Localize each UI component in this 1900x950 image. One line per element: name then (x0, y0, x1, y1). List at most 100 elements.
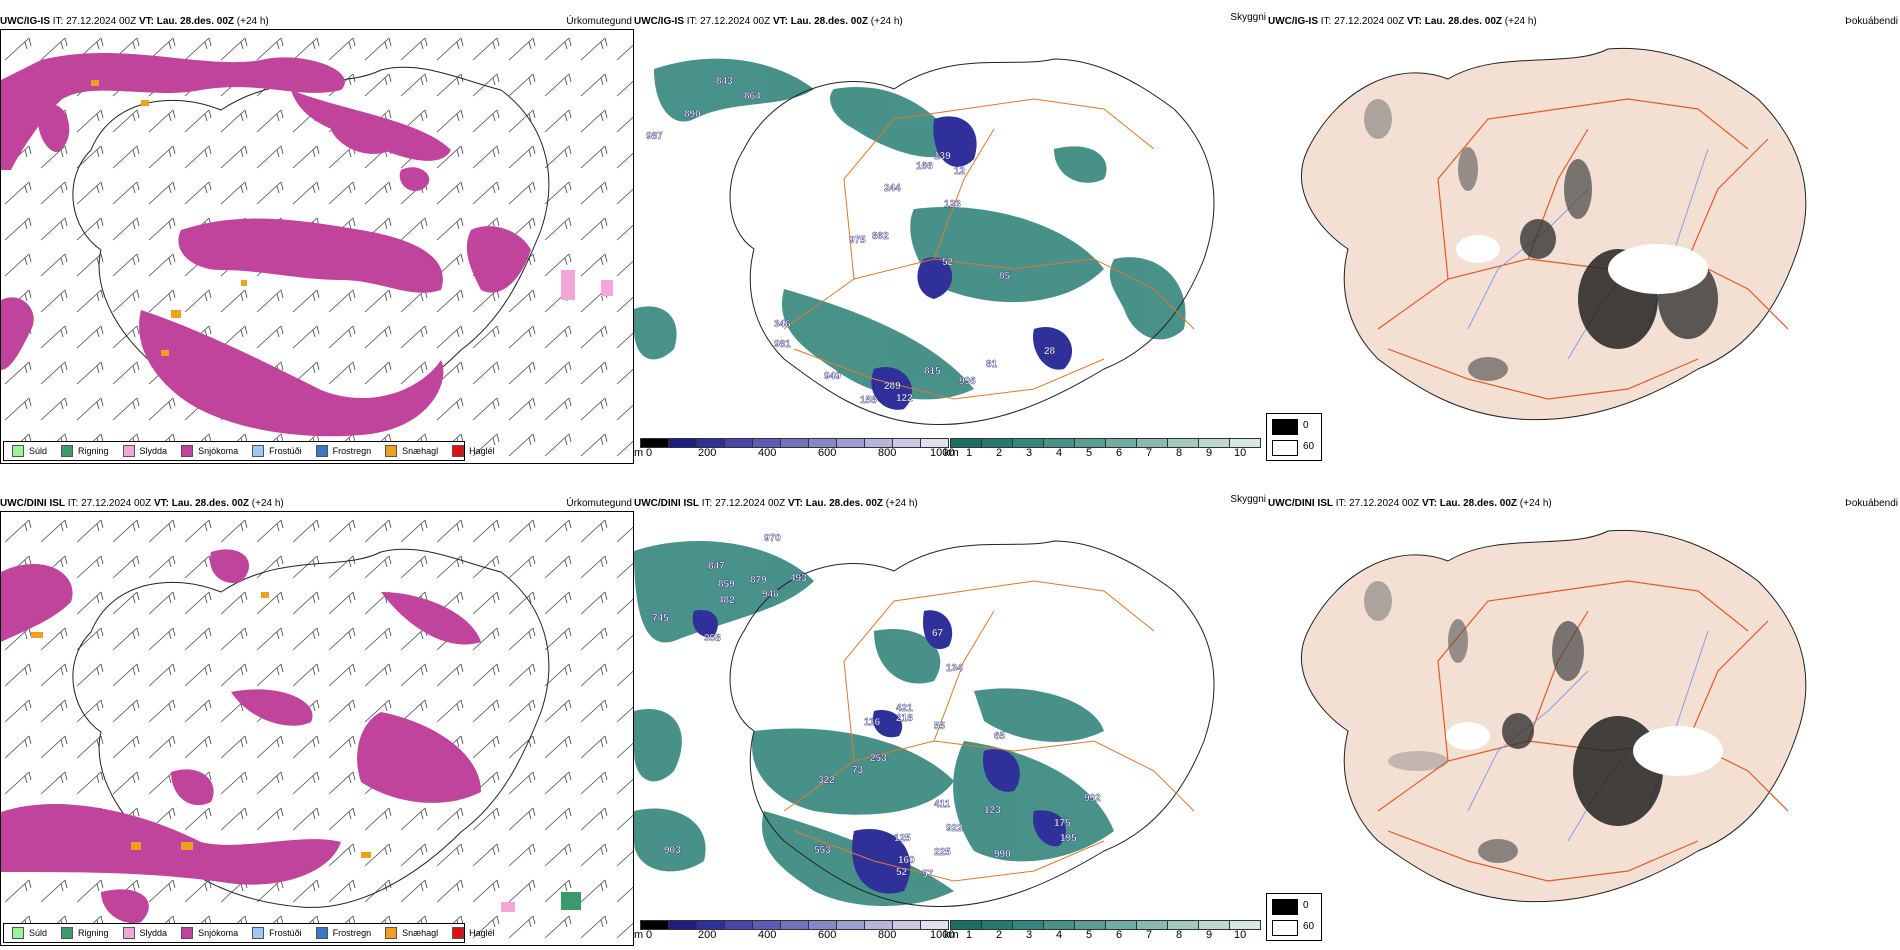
road-network (783, 580, 1195, 882)
visibility-scale: km 1 2 3 4 5 6 7 8 9 10 (944, 920, 1264, 950)
visibility-panel-row2: UWC/DINI ISL IT: 27.12.2024 00Z VT: Lau.… (634, 494, 1268, 950)
legend-label: Súld (29, 928, 48, 938)
model-name: UWC/IG-IS (1268, 16, 1318, 27)
ceiling-value-label: 553 (814, 845, 831, 856)
legend-item-freezing-rain: Frostregn (315, 927, 371, 939)
fog-map (1301, 529, 1807, 903)
scale-cell (1229, 438, 1261, 448)
ceiling-value-label: 134 (946, 663, 963, 674)
road-network (783, 98, 1195, 400)
visibility-tick: 1 (966, 447, 973, 459)
ceiling-value-label: 57 (922, 869, 934, 880)
fog-legend-white (1272, 920, 1298, 936)
scale-cell (724, 438, 752, 448)
legend-label: Rigning (78, 446, 109, 456)
ceiling-value-label: 123 (944, 199, 961, 210)
ceiling-scale-bar (640, 920, 949, 930)
legend-item-drizzle: Súld (12, 445, 47, 457)
ceiling-scale-labels: m 0 200 400 600 800 1000 (634, 929, 954, 943)
ceiling-value-label: 815 (924, 366, 941, 377)
visibility-tick: 10 (1234, 929, 1247, 941)
snow-swatch (181, 927, 194, 939)
iceland-outline (72, 548, 550, 908)
precip-header-row2: UWC/DINI ISL IT: 27.12.2024 00Z VT: Lau.… (0, 497, 634, 511)
scale-cell (1012, 438, 1043, 448)
scale-cell (981, 920, 1012, 930)
ceiling-value-label: 996 (959, 376, 976, 387)
visibility-tick: 7 (1146, 447, 1153, 459)
visibility-scale-labels: km 1 2 3 4 5 6 7 8 9 10 (944, 447, 1264, 461)
legend-item-drizzle: Súld (12, 927, 47, 939)
scale-cell (864, 438, 892, 448)
scale-cell (1105, 920, 1136, 930)
legend-item-snow: Snjókoma (181, 927, 238, 939)
legend-item-sleet: Slydda (122, 927, 167, 939)
sleet-swatch (122, 445, 135, 457)
scale-cell (836, 438, 864, 448)
scale-cell (892, 920, 920, 930)
it-label: IT: (67, 498, 79, 509)
sleet-swatch (122, 927, 135, 939)
vt-label: VT: (787, 498, 803, 509)
vt-label: VT: (772, 16, 788, 27)
ceiling-tick: 600 (818, 447, 837, 459)
ceiling-value-label: 139 (934, 151, 951, 162)
ceiling-value-label: 975 (849, 235, 866, 246)
ceiling-value-label: 421 (896, 703, 913, 714)
fog-map (1301, 47, 1807, 421)
visibility-scale-labels: km 1 2 3 4 5 6 7 8 9 10 (944, 929, 1264, 943)
ceiling-value-label: 847 (708, 561, 725, 572)
legend-label: Snjókoma (198, 446, 239, 456)
legend-item-freezing-rain: Frostregn (315, 445, 371, 457)
scale-cell (1074, 920, 1105, 930)
legend-label: Rigning (78, 928, 109, 938)
snow-swatch (181, 445, 194, 457)
lead-time: (+24 h) (885, 498, 918, 509)
scale-cell (892, 438, 920, 448)
scale-cell (668, 438, 696, 448)
ceiling-tick: 200 (698, 447, 717, 459)
ceiling-scale: m 0 200 400 600 800 1000 (634, 438, 954, 468)
scale-cell (640, 438, 668, 448)
scale-cell (1198, 438, 1229, 448)
legend-label: Frostúði (269, 928, 302, 938)
visibility-fields (634, 541, 1114, 906)
it-value: 27.12.2024 00Z (1349, 498, 1420, 509)
lead-time: (+24 h) (870, 16, 903, 27)
precip-panel-row2: UWC/DINI ISL IT: 27.12.2024 00Z VT: Lau.… (0, 497, 634, 947)
ceiling-scale-bar (640, 438, 949, 448)
visibility-fields (634, 58, 1186, 400)
low-ceiling-areas (692, 610, 1066, 894)
visibility-tick: 3 (1026, 929, 1033, 941)
ceiling-value-label: 493 (790, 573, 807, 584)
fog-title: Þokuábendi (1845, 16, 1898, 27)
ceiling-value-label: 218 (896, 713, 913, 724)
model-name: UWC/DINI ISL (1268, 498, 1333, 509)
scale-cell (920, 920, 949, 930)
precip-title: Úrkomutegund (566, 16, 632, 27)
snow-pellet-areas (31, 592, 371, 858)
visibility-tick: 4 (1056, 447, 1063, 459)
fog-legend-black (1272, 419, 1298, 435)
visibility-tick: 7 (1146, 929, 1153, 941)
ceiling-value-label: 358 (704, 633, 721, 644)
rain-swatch (61, 445, 74, 457)
fog-legend-black (1272, 899, 1298, 915)
visibility-scale: km 1 2 3 4 5 6 7 8 9 10 (944, 438, 1264, 468)
scale-cell (752, 920, 780, 930)
visibility-tick: 1 (966, 929, 973, 941)
vt-label: VT: (153, 498, 169, 509)
visibility-tick: 5 (1086, 929, 1093, 941)
precip-title: Úrkomutegund (566, 498, 632, 509)
visibility-tick: 9 (1206, 929, 1213, 941)
ceiling-value-label: 225 (934, 847, 951, 858)
visibility-tick: 5 (1086, 447, 1093, 459)
ceiling-value-label: 195 (1060, 833, 1077, 844)
ceiling-value-label: 12 (954, 166, 966, 177)
fog-header-row1: UWC/IG-IS IT: 27.12.2024 00Z VT: Lau. 28… (1268, 15, 1900, 29)
visibility-unit: km (944, 929, 959, 941)
ceiling-value-label: 244 (884, 183, 901, 194)
legend-item-freezing-drizzle: Frostúði (252, 445, 302, 457)
ceiling-unit: m (634, 929, 644, 941)
